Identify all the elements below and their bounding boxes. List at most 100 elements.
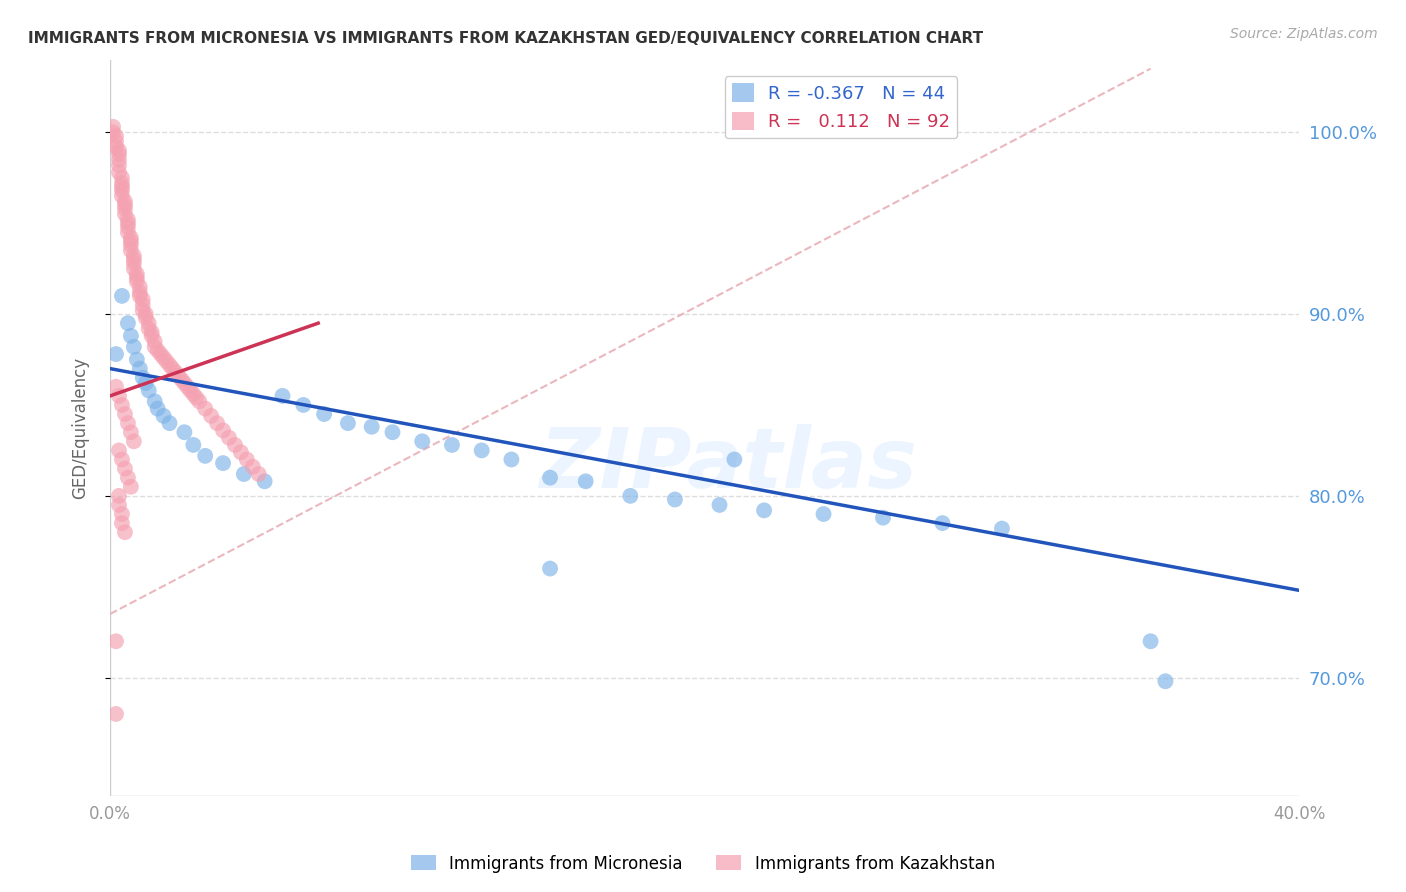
Point (108, 153, 131, 167)
Point (108, 498, 131, 512)
Point (108, 158, 131, 172)
Point (111, 176, 134, 190)
Text: ZIPatlas: ZIPatlas (540, 424, 917, 505)
Point (1139, 634, 1161, 648)
Point (179, 384, 201, 398)
Point (111, 398, 134, 412)
Point (155, 354, 177, 368)
Text: IMMIGRANTS FROM MICRONESIA VS IMMIGRANTS FROM KAZAKHSTAN GED/EQUIVALENCY CORRELA: IMMIGRANTS FROM MICRONESIA VS IMMIGRANTS… (28, 31, 983, 46)
Point (813, 507, 835, 521)
Point (170, 372, 193, 386)
Point (132, 370, 155, 384)
Point (138, 321, 160, 335)
Point (152, 351, 174, 365)
Point (105, 128, 128, 143)
Point (125, 267, 148, 281)
Point (125, 274, 148, 288)
Point (120, 231, 142, 245)
Point (931, 516, 953, 530)
Point (125, 270, 148, 285)
Point (138, 384, 160, 398)
Point (200, 409, 222, 423)
Point (205, 416, 228, 430)
Point (122, 249, 145, 263)
Point (188, 394, 211, 409)
Point (149, 347, 172, 361)
Point (173, 376, 195, 391)
Point (108, 165, 131, 179)
Point (411, 434, 433, 449)
Point (111, 170, 134, 185)
Point (152, 409, 174, 423)
Point (253, 475, 276, 489)
Point (117, 216, 139, 230)
Point (381, 425, 404, 440)
Point (117, 316, 139, 330)
Point (271, 389, 294, 403)
Point (111, 507, 134, 521)
Point (143, 340, 166, 354)
Point (128, 361, 150, 376)
Point (146, 401, 169, 416)
Point (108, 389, 131, 403)
Point (181, 438, 204, 452)
Point (122, 261, 145, 276)
Point (105, 135, 128, 149)
Legend: Immigrants from Micronesia, Immigrants from Kazakhstan: Immigrants from Micronesia, Immigrants f… (405, 848, 1001, 880)
Point (141, 329, 163, 343)
Point (232, 467, 254, 481)
Point (111, 179, 134, 194)
Point (212, 456, 235, 470)
Point (292, 398, 315, 412)
Point (111, 189, 134, 203)
Point (105, 380, 128, 394)
Point (138, 316, 160, 330)
Point (218, 431, 240, 445)
Point (108, 489, 131, 503)
Point (117, 470, 139, 484)
Y-axis label: GED/Equivalency: GED/Equivalency (72, 357, 89, 499)
Point (619, 489, 641, 503)
Point (122, 434, 145, 449)
Point (167, 368, 190, 383)
Point (120, 480, 142, 494)
Point (143, 334, 166, 349)
Point (159, 416, 181, 430)
Point (162, 361, 184, 376)
Point (752, 503, 775, 517)
Point (872, 510, 894, 524)
Point (120, 425, 142, 440)
Point (538, 470, 561, 484)
Point (120, 238, 142, 252)
Point (991, 522, 1014, 536)
Point (122, 340, 145, 354)
Point (664, 492, 686, 507)
Point (1154, 674, 1177, 689)
Point (114, 207, 136, 221)
Point (120, 329, 142, 343)
Point (538, 561, 561, 575)
Point (128, 289, 150, 303)
Point (141, 325, 163, 339)
Point (120, 244, 142, 258)
Point (440, 438, 463, 452)
Point (114, 198, 136, 212)
Point (105, 706, 128, 721)
Text: Source: ZipAtlas.com: Source: ZipAtlas.com (1230, 27, 1378, 41)
Point (575, 475, 598, 489)
Point (314, 407, 336, 421)
Point (122, 256, 145, 270)
Point (114, 194, 136, 209)
Point (105, 634, 128, 648)
Point (105, 347, 128, 361)
Point (236, 452, 259, 467)
Point (108, 147, 131, 161)
Point (132, 303, 155, 318)
Point (242, 459, 264, 474)
Point (114, 525, 136, 540)
Point (114, 202, 136, 216)
Point (176, 380, 198, 394)
Point (135, 307, 157, 321)
Point (111, 452, 134, 467)
Point (120, 235, 142, 249)
